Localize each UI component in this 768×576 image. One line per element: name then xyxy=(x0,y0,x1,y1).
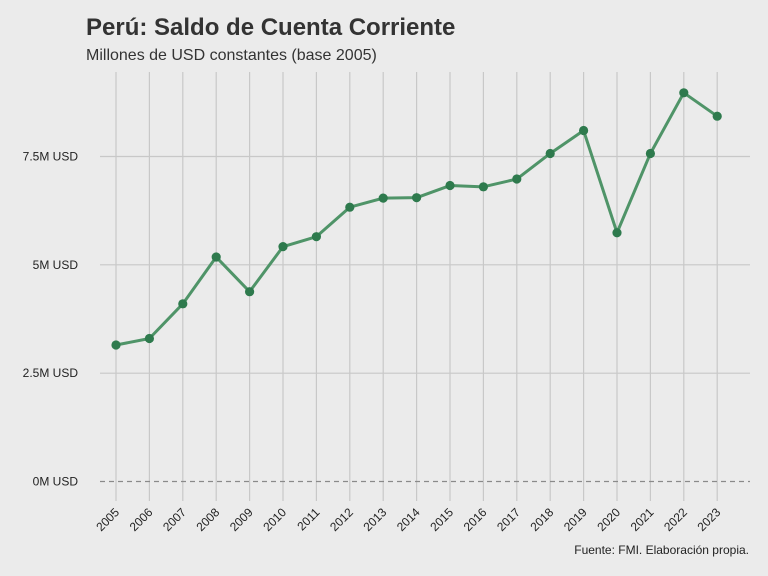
data-point xyxy=(178,299,188,309)
x-tick-label: 2012 xyxy=(327,505,356,534)
x-tick-label: 2011 xyxy=(294,505,322,533)
data-point xyxy=(345,202,355,212)
data-point xyxy=(111,340,121,350)
data-point xyxy=(378,193,388,203)
data-point xyxy=(211,252,221,262)
x-tick-label: 2022 xyxy=(661,505,690,534)
data-point xyxy=(445,180,455,191)
x-axis: 2005 2006 2007 2008 2009 2010 2011 2012 2013 2014… xyxy=(93,505,723,534)
grid xyxy=(100,72,750,501)
x-tick-label: 2016 xyxy=(461,505,490,534)
x-tick-label: 2008 xyxy=(194,505,223,534)
x-tick-label: 2021 xyxy=(628,505,657,534)
x-tick-label: 2020 xyxy=(594,505,623,534)
x-tick-label: 2013 xyxy=(361,505,390,534)
x-tick-label: 2014 xyxy=(394,505,423,534)
data-point xyxy=(612,228,622,238)
y-tick-label: 0M USD xyxy=(33,475,79,489)
data-point xyxy=(645,148,656,159)
x-tick-label: 2006 xyxy=(127,505,156,534)
data-point xyxy=(512,174,522,184)
chart-title: Perú: Saldo de Cuenta Corriente xyxy=(86,14,456,41)
data-point xyxy=(278,242,288,252)
x-tick-label: 2019 xyxy=(561,505,590,534)
data-point xyxy=(245,287,255,297)
data-point xyxy=(311,232,321,242)
x-tick-label: 2010 xyxy=(260,505,289,534)
x-tick-label: 2023 xyxy=(695,505,724,534)
x-tick-label: 2009 xyxy=(227,505,256,534)
series-layer xyxy=(111,88,722,350)
x-tick-label: 2018 xyxy=(528,505,557,534)
data-point xyxy=(579,125,589,136)
data-point xyxy=(679,88,689,98)
y-axis: 0M USD 2.5M USD 5M USD 7.5M USD xyxy=(23,150,79,489)
x-tick-label: 2015 xyxy=(427,505,456,534)
x-tick-label: 2017 xyxy=(494,505,523,534)
data-point xyxy=(144,333,154,344)
x-tick-label: 2005 xyxy=(93,505,122,534)
data-point xyxy=(478,182,488,192)
data-point xyxy=(545,148,555,159)
chart-subtitle: Millones de USD constantes (base 2005) xyxy=(86,47,377,64)
y-tick-label: 7.5M USD xyxy=(23,150,79,164)
data-point xyxy=(712,111,722,121)
chart-caption: Fuente: FMI. Elaboración propia. xyxy=(574,543,749,557)
data-point xyxy=(412,193,422,203)
y-tick-label: 2.5M USD xyxy=(23,366,79,380)
x-tick-label: 2007 xyxy=(160,505,189,534)
y-tick-label: 5M USD xyxy=(33,258,79,272)
